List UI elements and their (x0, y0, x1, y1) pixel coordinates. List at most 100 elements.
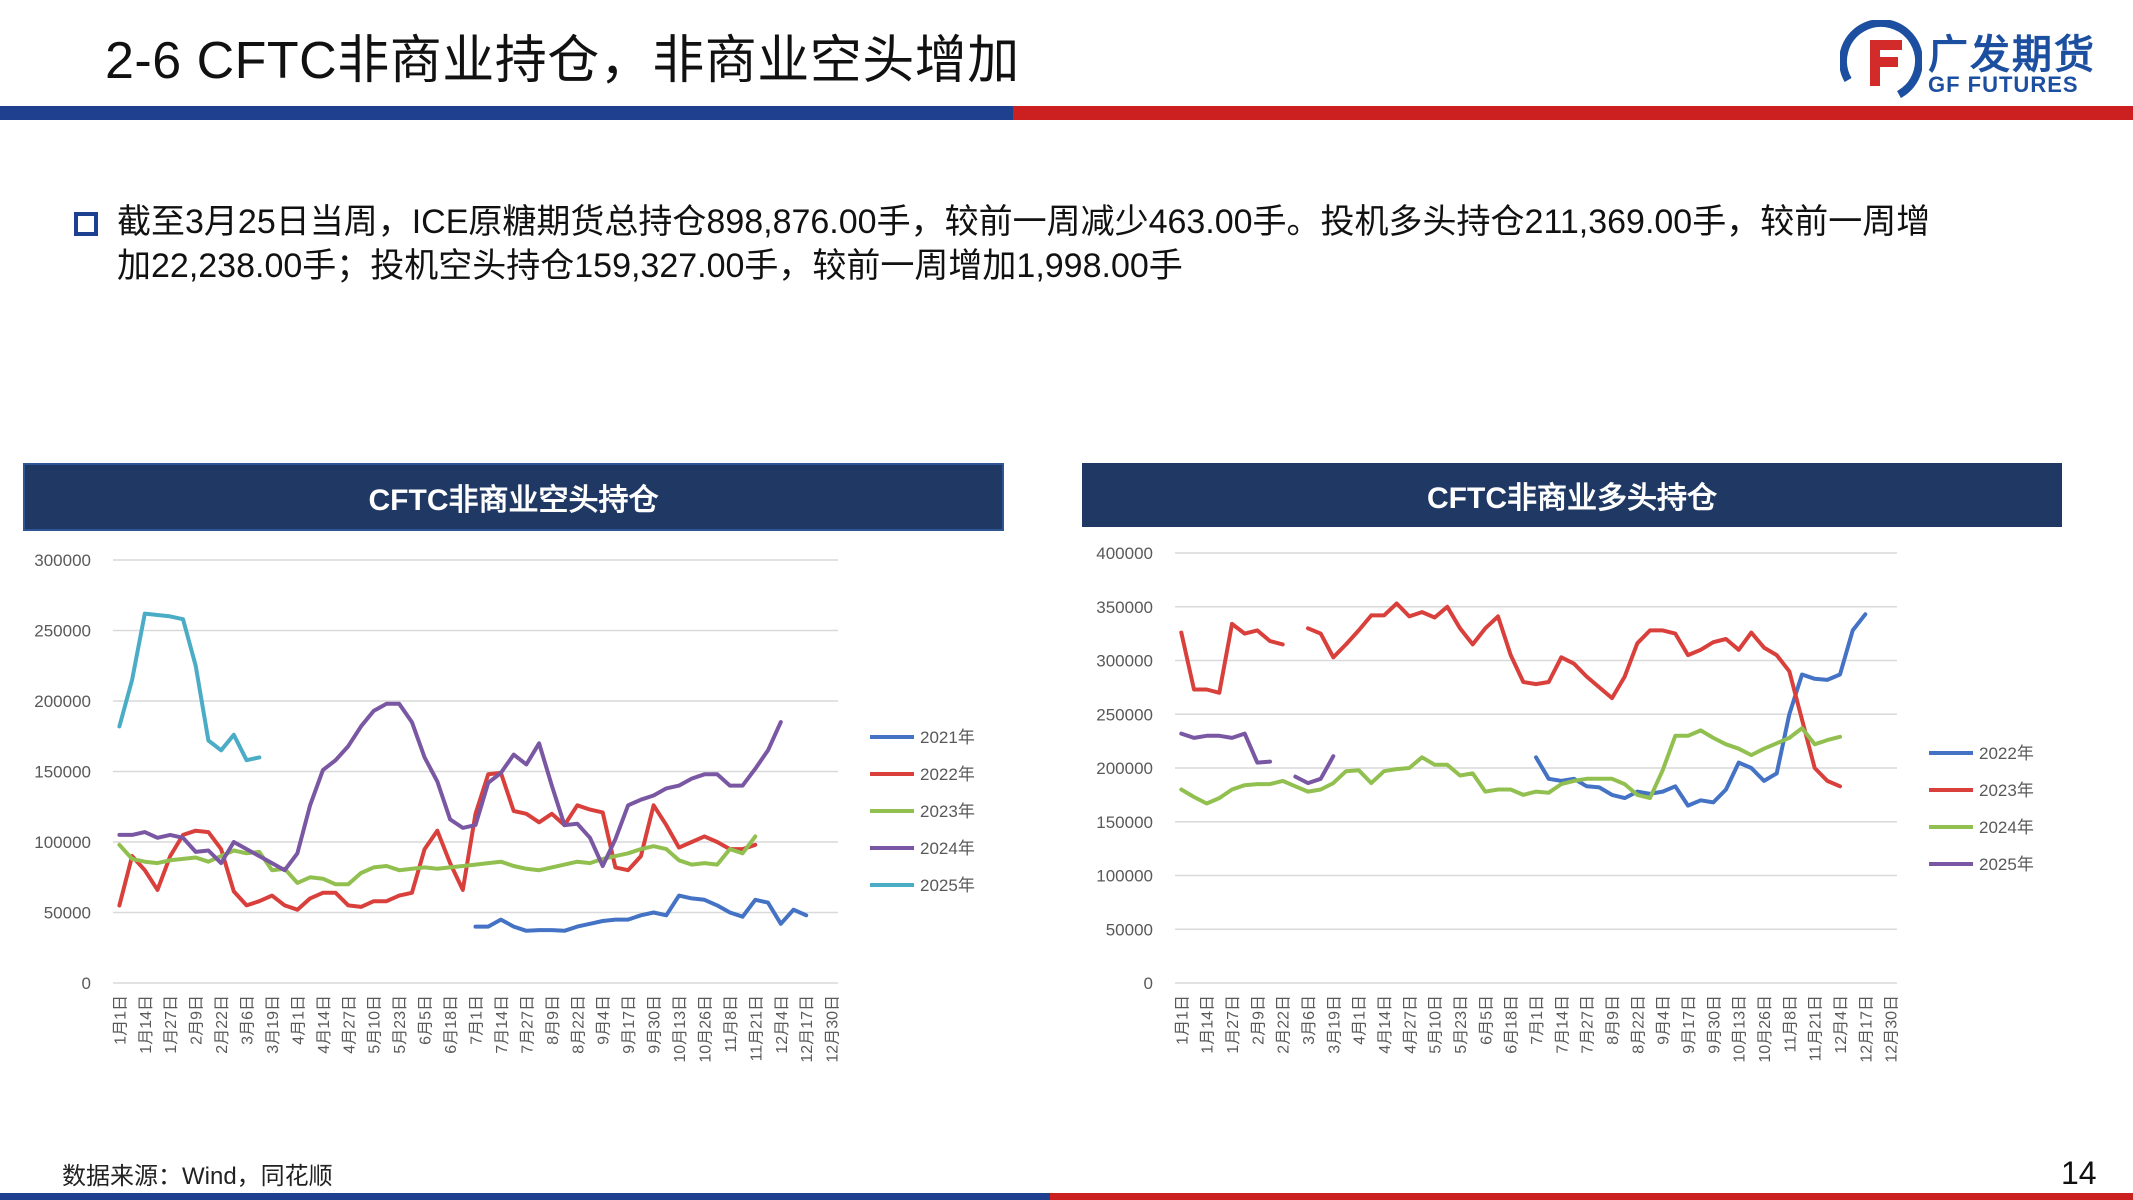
x-tick-label: 8月9日 (545, 995, 562, 1045)
gf-logo-icon (1840, 20, 1922, 102)
y-tick-label: 350000 (1096, 598, 1153, 617)
long-chart-header: CFTC非商业多头持仓 (1082, 463, 2062, 527)
x-tick-label: 1月14日 (138, 995, 155, 1054)
series-line (1534, 612, 1868, 808)
x-tick-label: 8月9日 (1605, 995, 1622, 1045)
x-tick-label: 4月1日 (290, 995, 307, 1045)
y-tick-label: 50000 (1106, 920, 1153, 939)
legend-label: 2021年 (920, 728, 975, 747)
y-tick-label: 250000 (1096, 705, 1153, 724)
series-line (1179, 621, 1285, 695)
x-tick-label: 9月30日 (647, 995, 664, 1054)
x-tick-label: 6月5日 (1478, 995, 1495, 1045)
y-tick-label: 0 (82, 974, 91, 993)
y-tick-label: 100000 (34, 833, 91, 852)
x-tick-label: 10月26日 (1757, 995, 1774, 1063)
series-line (117, 701, 783, 873)
legend-label: 2025年 (1979, 855, 2034, 874)
x-tick-label: 7月27日 (519, 995, 536, 1054)
x-tick-label: 9月17日 (621, 995, 638, 1054)
legend-label: 2022年 (1979, 744, 2034, 763)
legend-label: 2023年 (1979, 781, 2034, 800)
x-tick-label: 11月8日 (723, 995, 740, 1053)
legend-label: 2024年 (920, 839, 975, 858)
x-tick-label: 9月4日 (596, 995, 613, 1045)
company-logo: 广发期货 GF FUTURES (1838, 18, 2123, 106)
header-rule-blue (0, 106, 1013, 120)
x-tick-label: 1月27日 (163, 995, 180, 1054)
x-tick-label: 2月22日 (1276, 995, 1293, 1054)
x-tick-label: 8月22日 (570, 995, 587, 1054)
x-tick-label: 11月21日 (748, 995, 765, 1061)
x-tick-label: 10月13日 (672, 995, 689, 1063)
x-tick-label: 7月14日 (494, 995, 511, 1054)
footer-rule-red (1050, 1193, 2133, 1200)
x-tick-label: 4月14日 (1377, 995, 1394, 1054)
y-tick-label: 250000 (34, 622, 91, 641)
legend-label: 2025年 (920, 876, 975, 895)
x-tick-label: 12月4日 (1833, 995, 1850, 1054)
summary-line-1: 截至3月25日当周，ICE原糖期货总持仓898,876.00手，较前一周减少46… (117, 203, 1931, 241)
x-tick-label: 9月30日 (1706, 995, 1723, 1054)
summary-line-2: 加22,238.00手；投机空头持仓159,327.00手，较前一周增加1,99… (117, 247, 1183, 285)
x-tick-label: 12月30日 (825, 995, 842, 1063)
logo-en-text: GF FUTURES (1928, 72, 2079, 97)
series-line (117, 770, 758, 912)
y-tick-label: 300000 (1096, 652, 1153, 671)
page-title: 2-6 CFTC非商业持仓，非商业空头增加 (105, 32, 1020, 90)
legend-label: 2022年 (920, 765, 975, 784)
x-tick-label: 3月6日 (240, 995, 257, 1045)
y-tick-label: 200000 (34, 692, 91, 711)
x-tick-label: 10月26日 (697, 995, 714, 1063)
logo-cn-text: 广发期货 (1928, 33, 2096, 77)
series-line (473, 893, 809, 933)
x-tick-label: 10月13日 (1732, 995, 1749, 1063)
series-line (1293, 754, 1336, 786)
short-positions-chart: 300000 250000 200000 150000 100000 50000 0 1月1日… (34, 551, 975, 1063)
x-tick-label: 1月1日 (112, 995, 129, 1045)
x-tick-label: 3月19日 (265, 995, 282, 1054)
x-tick-label: 5月23日 (392, 995, 409, 1054)
x-tick-label: 7月27日 (1580, 995, 1597, 1054)
x-tick-label: 4月1日 (1352, 995, 1369, 1045)
x-tick-label: 12月30日 (1884, 995, 1901, 1063)
y-tick-label: 400000 (1096, 544, 1153, 563)
x-tick-label: 3月19日 (1326, 995, 1343, 1054)
x-tick-label: 5月10日 (1428, 995, 1445, 1054)
x-tick-label: 9月4日 (1656, 995, 1673, 1045)
x-tick-label: 2月22日 (214, 995, 231, 1054)
x-tick-label: 2月9日 (1250, 995, 1267, 1045)
x-tick-label: 1月14日 (1200, 995, 1217, 1054)
series-line (1179, 731, 1272, 765)
x-tick-label: 11月8日 (1782, 995, 1799, 1053)
y-tick-label: 300000 (34, 551, 91, 570)
x-tick-label: 5月10日 (367, 995, 384, 1054)
x-tick-label: 7月1日 (1529, 995, 1546, 1045)
x-tick-label: 7月1日 (469, 995, 486, 1045)
series-line (117, 611, 262, 763)
bullet-square-icon (74, 212, 98, 236)
x-tick-label: 6月18日 (443, 995, 460, 1054)
x-tick-label: 9月17日 (1681, 995, 1698, 1054)
legend-label: 2024年 (1979, 818, 2034, 837)
series-line (1179, 726, 1842, 806)
x-tick-label: 7月14日 (1554, 995, 1571, 1054)
x-tick-label: 4月27日 (341, 995, 358, 1054)
x-tick-label: 6月5日 (418, 995, 435, 1045)
footer-rule-blue (0, 1193, 1050, 1200)
series-line (1306, 601, 1842, 789)
x-tick-label: 2月9日 (189, 995, 206, 1045)
x-tick-label: 5月23日 (1453, 995, 1470, 1054)
y-tick-label: 0 (1144, 974, 1153, 993)
summary-paragraph: 截至3月25日当周，ICE原糖期货总持仓898,876.00手，较前一周减少46… (117, 200, 2017, 288)
short-chart-header: CFTC非商业空头持仓 (23, 463, 1004, 531)
long-positions-chart: 400000 350000 300000 250000 200000 150000 1000… (1096, 544, 2034, 1063)
x-tick-label: 12月17日 (1858, 995, 1875, 1063)
page-number: 14 (2061, 1155, 2097, 1191)
y-tick-label: 150000 (34, 763, 91, 782)
y-tick-label: 100000 (1096, 867, 1153, 886)
header-rule-red (1013, 106, 2133, 120)
x-tick-label: 8月22日 (1630, 995, 1647, 1054)
y-tick-label: 200000 (1096, 759, 1153, 778)
y-tick-label: 150000 (1096, 813, 1153, 832)
